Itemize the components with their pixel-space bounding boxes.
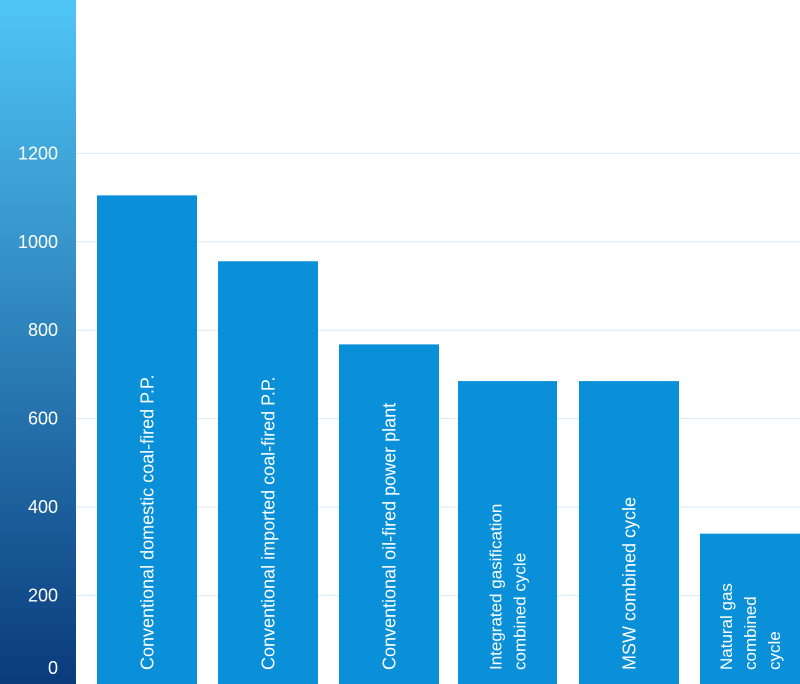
bar <box>458 381 557 684</box>
bar-category-label: Integrated gasification combined cycle <box>486 504 529 670</box>
y-tick-label: 800 <box>28 320 58 340</box>
bar-category-label: Conventional oil-fired power plant <box>379 403 399 670</box>
bar-category-label: Conventional imported coal-fired P.P. <box>258 376 278 670</box>
bar-category-label-line: MSW combined cycle <box>619 497 639 670</box>
bar-category-label-line: cycle <box>765 631 784 670</box>
bar-labels: Conventional domestic coal-fired P.P. Con… <box>137 374 784 670</box>
bar-category-label-line: combined cycle <box>510 553 529 670</box>
bar-category-label-line: Natural gas <box>717 583 736 670</box>
y-tick-label: 200 <box>28 586 58 606</box>
y-tick-label: 600 <box>28 409 58 429</box>
bars <box>97 195 800 684</box>
bar-category-label-line: Integrated gasification <box>486 504 505 670</box>
bar <box>700 533 800 684</box>
y-tick-label: 1200 <box>18 143 58 163</box>
y-tick-label: 0 <box>48 658 58 678</box>
bar-category-label-line: Conventional imported coal-fired P.P. <box>258 376 278 670</box>
bar <box>218 261 318 684</box>
bar-category-label: Conventional domestic coal-fired P.P. <box>137 374 157 670</box>
bar-category-label: Natural gas combined cycle <box>717 583 784 670</box>
bar <box>97 195 197 684</box>
bar-category-label-line: combined <box>741 596 760 670</box>
bar-category-label-line: Conventional oil-fired power plant <box>379 403 399 670</box>
bar-category-label-line: Conventional domestic coal-fired P.P. <box>137 374 157 670</box>
y-tick-label: 1000 <box>18 232 58 252</box>
bar <box>339 344 439 684</box>
y-tick-label: 400 <box>28 497 58 517</box>
y-axis-tick-labels: 0 200 400 600 800 1000 1200 <box>18 143 58 678</box>
y-axis-panel <box>0 0 76 684</box>
bar-category-label: MSW combined cycle <box>619 497 639 670</box>
bar <box>579 381 679 684</box>
